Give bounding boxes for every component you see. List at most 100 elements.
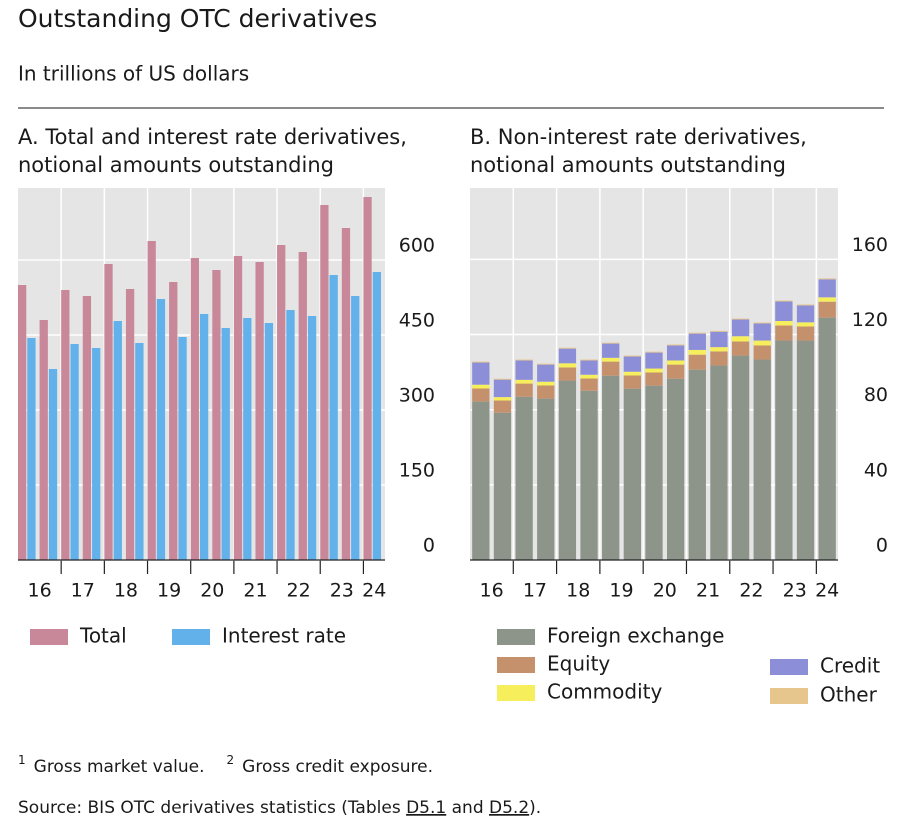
bar-segment [558, 380, 577, 560]
panel-title: notional amounts outstanding [470, 153, 786, 177]
panel-title: A. Total and interest rate derivatives, [18, 125, 407, 149]
footnote: 1 Gross market value. 2 Gross credit exposu… [18, 753, 433, 778]
bar [320, 205, 329, 560]
bar-segment [688, 333, 706, 350]
bar [286, 310, 295, 560]
bar [113, 321, 122, 560]
bar-segment [731, 355, 750, 560]
bar-segment [818, 278, 836, 280]
bar-segment [602, 342, 620, 344]
legend-swatch [497, 657, 535, 673]
bar-segment [775, 321, 793, 326]
bar-segment [688, 354, 706, 370]
bar-segment [818, 297, 836, 302]
panel-title: notional amounts outstanding [18, 153, 334, 177]
bar-segment [515, 360, 533, 380]
legend-swatch [770, 688, 808, 704]
bar-segment [688, 369, 706, 560]
bar-segment [710, 347, 728, 352]
bar-segment [753, 322, 771, 324]
bar [147, 241, 156, 560]
bar [298, 252, 307, 560]
bar-segment [623, 388, 642, 560]
bar-segment [666, 360, 685, 365]
bar-segment [731, 341, 750, 356]
bar-segment [666, 364, 685, 379]
bar-segment [818, 317, 836, 560]
bar-segment [472, 384, 490, 389]
source-text: and [446, 798, 489, 818]
bar-segment [666, 378, 685, 560]
source: Source: BIS OTC derivatives statistics (… [18, 798, 541, 818]
bar [27, 338, 36, 560]
y-tick-label: 80 [864, 384, 888, 406]
bar-segment [731, 318, 750, 320]
bar-segment [731, 319, 750, 337]
bar [221, 328, 230, 560]
x-tick-label: 24 [815, 580, 839, 602]
legend-label: Credit [820, 654, 880, 678]
bar-segment [753, 340, 771, 346]
bar-segment [623, 375, 642, 389]
page-subtitle: In trillions of US dollars [18, 62, 249, 86]
bar [255, 262, 264, 560]
bar-segment [602, 343, 620, 358]
y-tick-label: 150 [399, 460, 435, 482]
bar-segment [558, 367, 577, 381]
legend-label: Equity [547, 652, 610, 676]
bar-segment [666, 344, 685, 346]
bar-segment [537, 363, 555, 365]
legend-label: Total [79, 624, 127, 648]
x-tick-label: 23 [783, 580, 807, 602]
bar-segment [623, 371, 642, 376]
bar [169, 282, 178, 560]
bar-segment [753, 359, 771, 560]
bar [82, 296, 92, 560]
bar-segment [580, 378, 598, 391]
bar [243, 318, 252, 560]
x-tick-label: 17 [523, 580, 547, 602]
bar-segment [775, 325, 793, 341]
legend-swatch [30, 629, 68, 645]
legend-label: Other [820, 683, 878, 707]
bar-segment [645, 351, 663, 353]
bar-segment [818, 301, 836, 318]
x-tick-label: 19 [157, 580, 181, 602]
bar-segment [710, 330, 728, 332]
bar [233, 256, 243, 560]
bar-segment [623, 356, 642, 372]
bar [351, 296, 360, 560]
bar [18, 285, 27, 560]
bar-segment [775, 301, 793, 322]
bar-segment [753, 323, 771, 341]
bar-segment [688, 349, 706, 355]
bar-segment [688, 332, 706, 334]
bar-segment [515, 383, 533, 397]
bar-segment [731, 336, 750, 342]
bar-segment [796, 322, 815, 327]
bar-segment [472, 362, 490, 385]
bar [277, 245, 286, 560]
bar [125, 289, 135, 560]
bar-segment [493, 400, 512, 413]
bar-segment [645, 372, 663, 386]
bar [329, 275, 338, 560]
bar [212, 270, 221, 560]
x-tick-label: 16 [480, 580, 504, 602]
bar-segment [580, 374, 598, 379]
bar-segment [493, 378, 512, 380]
bar [61, 290, 70, 560]
y-tick-label: 120 [852, 309, 888, 331]
bar-segment [666, 345, 685, 361]
bar-segment [710, 331, 728, 348]
bar-segment [537, 385, 555, 399]
bar-segment [515, 379, 533, 384]
bar [156, 299, 166, 560]
x-tick-label: 22 [287, 580, 311, 602]
bar-segment [493, 412, 512, 560]
legend-swatch [770, 659, 808, 675]
x-tick-label: 23 [330, 580, 354, 602]
bar [372, 272, 381, 560]
bar [39, 320, 48, 560]
y-tick-label: 160 [852, 234, 888, 256]
